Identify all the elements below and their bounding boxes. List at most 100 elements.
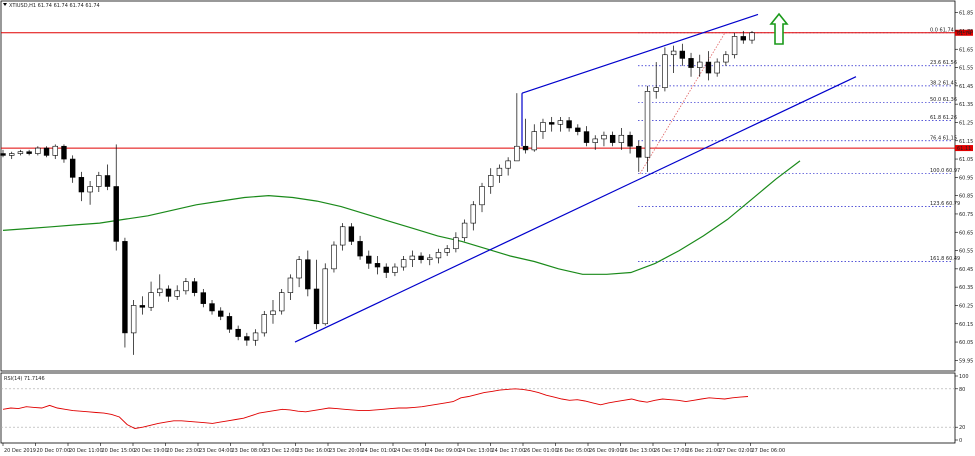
- candle-body: [252, 332, 259, 341]
- candle-body: [174, 290, 180, 297]
- price-axis-label: 61.45: [959, 84, 973, 90]
- candle: [548, 116, 555, 132]
- candle: [348, 223, 355, 246]
- candle: [670, 45, 677, 74]
- price-axis-label: 60.65: [959, 230, 973, 236]
- time-axis-label: 27 Dec 02:00: [719, 448, 753, 454]
- candle: [322, 263, 328, 326]
- candle-body: [331, 244, 337, 270]
- candle: [400, 256, 407, 271]
- candle-body: [183, 281, 189, 292]
- candle: [191, 278, 198, 297]
- candle-body: [191, 281, 198, 293]
- candle: [636, 140, 642, 172]
- time-axis-label: 20 Dec 15:00: [102, 448, 136, 454]
- candle-body: [435, 252, 442, 259]
- candle-body: [705, 61, 712, 74]
- candle: [278, 288, 285, 315]
- candle-body: [627, 134, 633, 147]
- candle-body: [366, 255, 372, 264]
- candle: [165, 285, 172, 302]
- candle-body: [339, 226, 346, 246]
- rsi-axis-label: 0: [959, 438, 962, 444]
- candle-body: [723, 54, 729, 63]
- candle-body: [139, 305, 146, 308]
- price-axis-label: 60.85: [959, 194, 973, 200]
- candle: [557, 116, 564, 132]
- time-axis-label: 23 Dec 08:00: [232, 448, 266, 454]
- candle-body: [531, 131, 537, 151]
- candle: [662, 47, 668, 92]
- candle-body: [479, 186, 485, 206]
- candle: [653, 62, 659, 99]
- fibonacci-level-label: 61.8 61.26: [930, 115, 957, 121]
- candle-body: [157, 288, 163, 293]
- channel-upper-line: [521, 13, 759, 94]
- candle-body: [418, 255, 424, 261]
- candle: [226, 312, 233, 333]
- candle-body: [662, 54, 668, 88]
- candle-body: [740, 36, 746, 41]
- candle: [69, 155, 76, 183]
- candle: [627, 131, 633, 154]
- candle-body: [0, 153, 6, 156]
- candle-body: [96, 175, 102, 187]
- candle-body: [278, 292, 285, 312]
- horizontal-level-label: 61.11: [957, 146, 971, 152]
- candle: [618, 127, 625, 150]
- candle-body: [305, 259, 311, 290]
- candle-body: [540, 122, 546, 132]
- candle-body: [270, 310, 276, 315]
- candle: [244, 332, 250, 346]
- fibonacci-level-label: 100.0 60.97: [930, 168, 960, 174]
- candle: [714, 58, 720, 77]
- candle: [43, 146, 50, 158]
- candle: [122, 237, 128, 348]
- candle: [592, 135, 598, 150]
- candle-body: [461, 222, 468, 239]
- candle: [514, 93, 520, 162]
- price-axis-label: 60.95: [959, 175, 973, 181]
- fibonacci-level-label: 50.0 61.36: [930, 97, 957, 103]
- candle-body: [235, 328, 241, 337]
- candle: [418, 252, 424, 264]
- candle-body: [348, 226, 355, 242]
- candle-body: [566, 120, 572, 129]
- candle-body: [609, 134, 616, 143]
- candle: [174, 285, 180, 300]
- time-axis-label: 20 Dec 19:00: [134, 448, 168, 454]
- candle: [26, 149, 32, 156]
- candle-body: [392, 266, 398, 273]
- chart-header: XTIUSD,H1 61.74 61.74 61.74 61.74: [3, 3, 100, 9]
- rsi-plot-frame: [0, 372, 956, 444]
- horizontal-level-tag: [955, 29, 973, 36]
- moving-average-line: [2, 160, 801, 275]
- time-axis-label: 23 Dec 20:00: [329, 448, 363, 454]
- candle: [313, 259, 320, 330]
- price-axis-label: 60.15: [959, 322, 973, 328]
- candle-body: [488, 175, 494, 187]
- candle: [505, 157, 511, 176]
- horizontal-level-tag: [955, 145, 973, 152]
- candle-body: [261, 314, 267, 334]
- candle-body: [148, 292, 154, 308]
- candle: [261, 310, 267, 337]
- candle-body: [496, 167, 503, 176]
- candle: [270, 299, 276, 324]
- rsi-line: [2, 388, 749, 429]
- time-axis-label: 20 Dec 11:00: [69, 448, 103, 454]
- candle-body: [322, 268, 328, 325]
- candle: [488, 168, 494, 194]
- rsi-title: RSI(14) 71.7146: [4, 376, 45, 382]
- candle-body: [383, 266, 389, 273]
- candle: [87, 181, 93, 205]
- candle: [17, 149, 24, 156]
- fibonacci-level-label: 76.4 61.15: [930, 135, 957, 141]
- candle-body: [226, 316, 233, 330]
- time-axis-label: 23 Dec 04:00: [199, 448, 233, 454]
- candle-body: [670, 50, 677, 56]
- chart-title: XTIUSD,H1 61.74 61.74 61.74 61.74: [9, 3, 100, 9]
- candle: [9, 151, 15, 160]
